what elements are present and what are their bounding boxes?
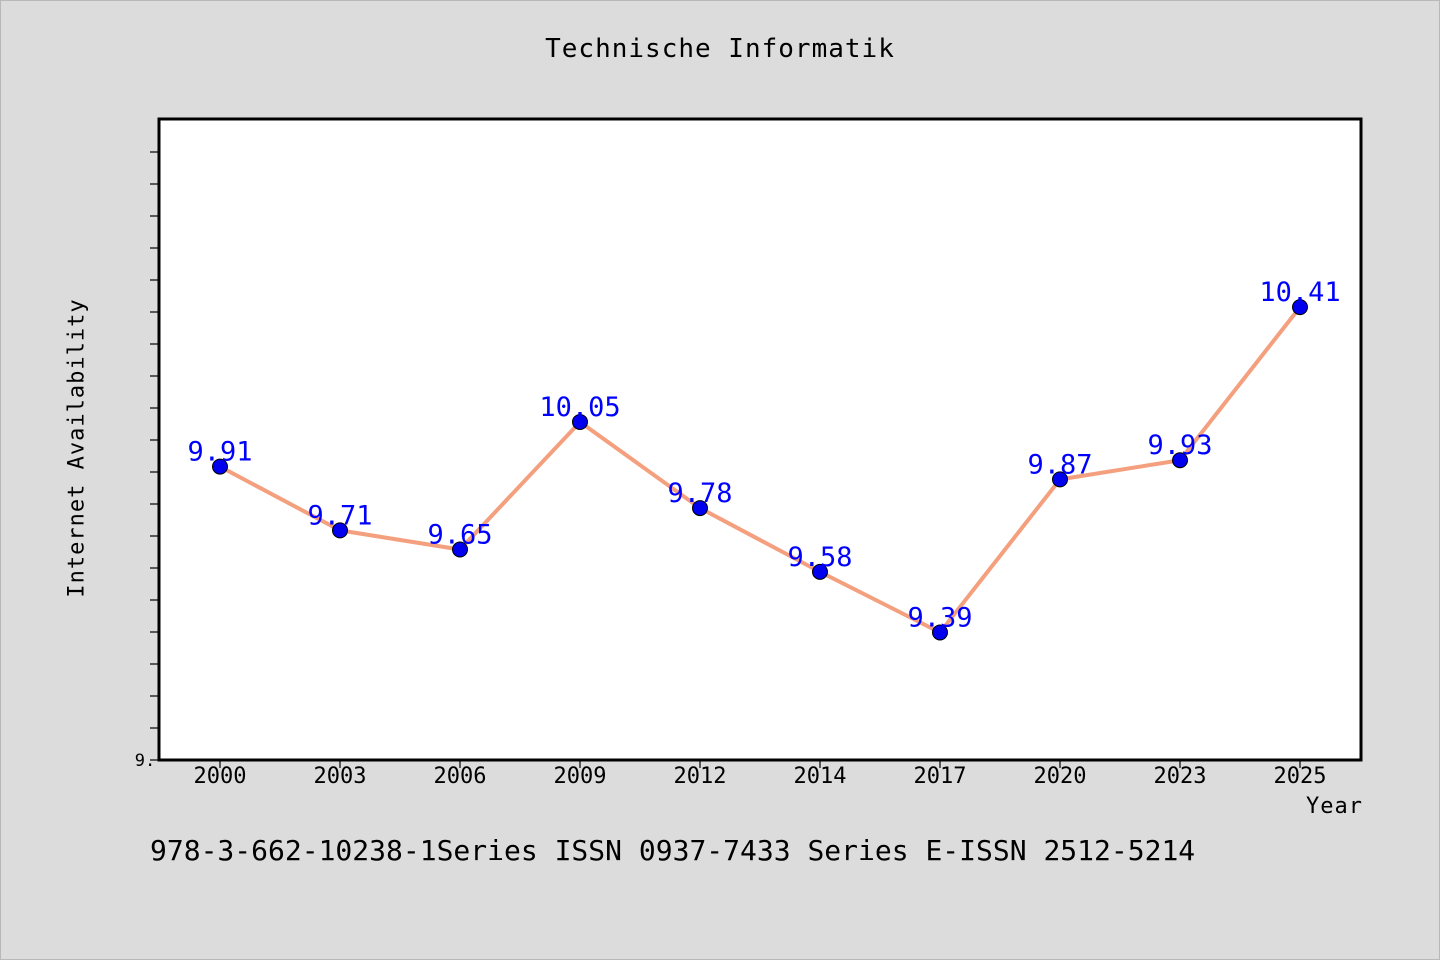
- x-axis-label: Year: [1306, 794, 1363, 819]
- data-point: [932, 624, 948, 641]
- y-axis-label: Internet Availability: [64, 298, 90, 598]
- data-label: 9.93: [1147, 430, 1212, 461]
- data-point: [1292, 299, 1308, 316]
- y-axis-ticks: [150, 151, 159, 761]
- data-label: 10.41: [1259, 277, 1340, 308]
- data-point: [1172, 452, 1188, 469]
- data-point: [212, 458, 228, 475]
- x-tick-label: 2014: [794, 764, 847, 789]
- data-label: 9.58: [787, 542, 852, 573]
- x-tick-label: 2003: [314, 764, 367, 789]
- series-line: [218, 305, 1302, 635]
- data-label: 9.78: [667, 478, 732, 509]
- data-point: [572, 413, 588, 430]
- data-label: 9.91: [187, 437, 252, 468]
- x-tick-label: 2009: [554, 764, 607, 789]
- data-point: [452, 541, 468, 558]
- chart-title: Technische Informatik: [545, 34, 895, 64]
- data-label: 9.71: [307, 500, 372, 531]
- plot-area: [157, 117, 1363, 762]
- data-point: [692, 500, 708, 517]
- data-point: [812, 563, 828, 580]
- data-label: 10.05: [539, 392, 620, 423]
- x-tick-label: 2020: [1034, 764, 1087, 789]
- x-tick-label: 2023: [1154, 764, 1207, 789]
- data-label: 9.65: [427, 520, 492, 551]
- x-tick-label: 2017: [914, 764, 967, 789]
- x-tick-label: 2000: [194, 764, 247, 789]
- data-label: 9.39: [907, 602, 972, 633]
- x-axis-ticks: 2000 2003 2006 2009 2012 2014 2017 2020 2023 2025: [194, 760, 1327, 789]
- data-point: [332, 522, 348, 539]
- x-tick-label: 2006: [434, 764, 487, 789]
- x-tick-label: 2012: [674, 764, 727, 789]
- y-tick-label: 9.: [135, 751, 155, 771]
- x-tick-label: 2025: [1274, 764, 1327, 789]
- footer-isbn-text: 978-3-662-10238-1Series ISSN 0937-7433 S…: [150, 834, 1196, 867]
- data-label: 9.87: [1027, 449, 1092, 480]
- data-point: [1052, 471, 1068, 488]
- series-layer: 9.91 9.71 9.65 10.05 9.78 9.58 9.39 9.87 9.93 10.…: [187, 277, 1341, 641]
